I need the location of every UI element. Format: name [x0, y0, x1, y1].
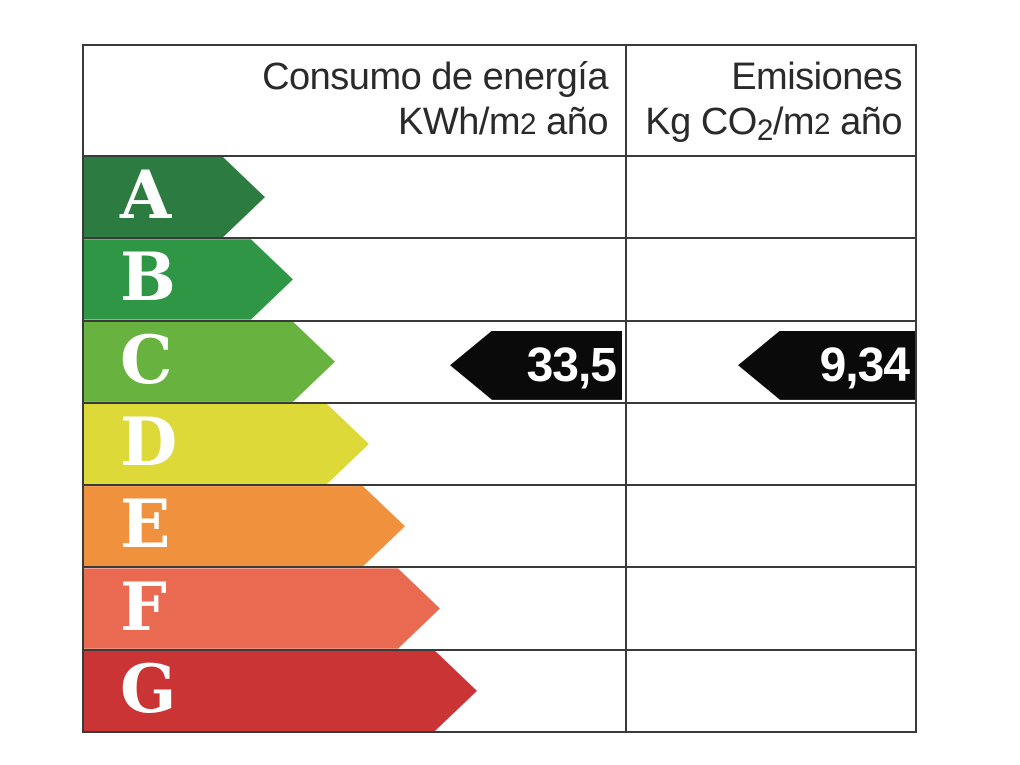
- rating-table: Consumo de energía KWh/m2 año Emisiones …: [82, 44, 917, 733]
- table-header: Consumo de energía KWh/m2 año Emisiones …: [84, 46, 915, 157]
- energy-column-header: Consumo de energía KWh/m2 año: [84, 46, 625, 155]
- rating-arrow-g: G: [84, 651, 477, 731]
- co2-subscript: 2: [756, 114, 773, 148]
- energy-value-marker: 33,5: [450, 330, 622, 400]
- emissions-value: 9,34: [819, 338, 910, 392]
- rating-row-d: D: [84, 403, 915, 487]
- rating-letter-a: A: [120, 156, 172, 235]
- rating-letter-d: D: [120, 402, 178, 481]
- emissions-column-header: Emisiones Kg CO2/m2 año: [625, 46, 915, 155]
- rating-letter-e: E: [120, 485, 171, 564]
- rating-letter-f: F: [120, 567, 167, 646]
- emissions-unit-exponent: 2: [814, 107, 831, 141]
- rating-arrow-a: A: [84, 157, 265, 237]
- rating-row-f: F: [84, 568, 915, 651]
- emissions-header-unit: Kg CO2/m2 año: [645, 100, 902, 148]
- rating-row-a: A: [84, 157, 915, 240]
- rating-letter-c: C: [120, 320, 173, 399]
- rating-arrow-d: D: [84, 404, 369, 484]
- rating-arrow-b: B: [84, 239, 293, 319]
- rating-arrow-f: F: [84, 568, 440, 648]
- rating-row-b: B: [84, 239, 915, 322]
- column-divider: [625, 46, 627, 731]
- energy-value: 33,5: [526, 338, 617, 392]
- energy-header-unit: KWh/m2 año: [397, 100, 609, 143]
- rating-letter-b: B: [120, 238, 176, 317]
- rating-row-g: G: [84, 650, 915, 731]
- rating-rows: A B C 33,5 9,34 D: [84, 157, 915, 731]
- rating-row-e: E: [84, 486, 915, 569]
- rating-arrow-e: E: [84, 486, 405, 566]
- energy-unit-exponent: 2: [520, 107, 537, 141]
- energy-header-title: Consumo de energía: [262, 55, 608, 98]
- rating-row-c: C 33,5 9,34: [84, 321, 915, 404]
- emissions-value-marker: 9,34: [738, 330, 915, 400]
- emissions-header-title: Emisiones: [731, 55, 902, 98]
- rating-arrow-c: C: [84, 322, 335, 402]
- rating-letter-g: G: [120, 649, 177, 728]
